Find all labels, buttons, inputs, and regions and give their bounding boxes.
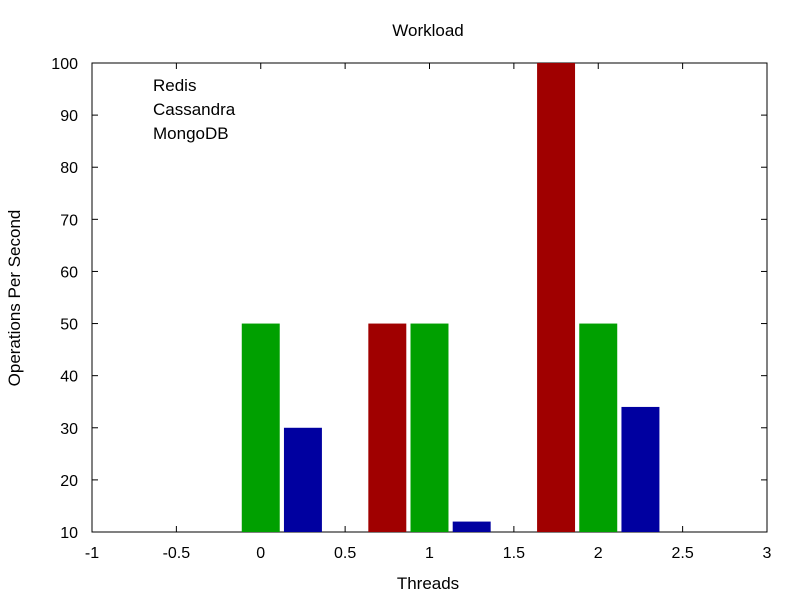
chart-title: Workload <box>392 21 464 40</box>
bar-mongodb-2 <box>621 406 660 532</box>
y-tick-label: 30 <box>60 421 78 438</box>
legend-item-cassandra: Cassandra <box>153 100 236 119</box>
legend-item-mongodb: MongoDB <box>153 124 229 143</box>
bar-cassandra-0 <box>241 323 280 532</box>
x-tick-label: 2 <box>594 545 603 562</box>
legend: Redis Cassandra MongoDB <box>153 76 236 143</box>
y-tick-label: 80 <box>60 160 78 177</box>
x-tick-label: 3 <box>763 545 772 562</box>
x-tick-label: -1 <box>85 545 99 562</box>
x-tick-label: 1 <box>425 545 434 562</box>
y-axis-ticks: 10 20 30 40 50 60 70 80 90 100 <box>51 56 767 542</box>
y-tick-label: 40 <box>60 369 78 386</box>
y-tick-label: 60 <box>60 264 78 281</box>
y-tick-label: 100 <box>51 56 78 73</box>
x-tick-label: -0.5 <box>163 545 191 562</box>
bar-cassandra-1 <box>410 323 449 532</box>
bar-redis-1 <box>368 323 407 532</box>
x-tick-label: 0.5 <box>334 545 356 562</box>
y-axis-label: Operations Per Second <box>5 210 24 387</box>
x-tick-label: 2.5 <box>672 545 694 562</box>
bar-mongodb-0 <box>283 427 322 532</box>
x-tick-label: 1.5 <box>503 545 525 562</box>
y-tick-label: 10 <box>60 525 78 542</box>
x-axis-label: Threads <box>397 574 459 593</box>
x-axis-ticks: -1 -0.5 0 0.5 1 1.5 2 2.5 3 <box>85 63 772 562</box>
bar-cassandra-2 <box>579 323 618 532</box>
y-tick-label: 50 <box>60 317 78 334</box>
y-tick-label: 90 <box>60 108 78 125</box>
legend-item-redis: Redis <box>153 76 196 95</box>
x-tick-label: 0 <box>256 545 265 562</box>
y-tick-label: 70 <box>60 212 78 229</box>
bar-redis-2 <box>537 63 576 532</box>
bars-group <box>241 63 660 532</box>
bar-mongodb-1 <box>452 521 491 532</box>
y-tick-label: 20 <box>60 473 78 490</box>
